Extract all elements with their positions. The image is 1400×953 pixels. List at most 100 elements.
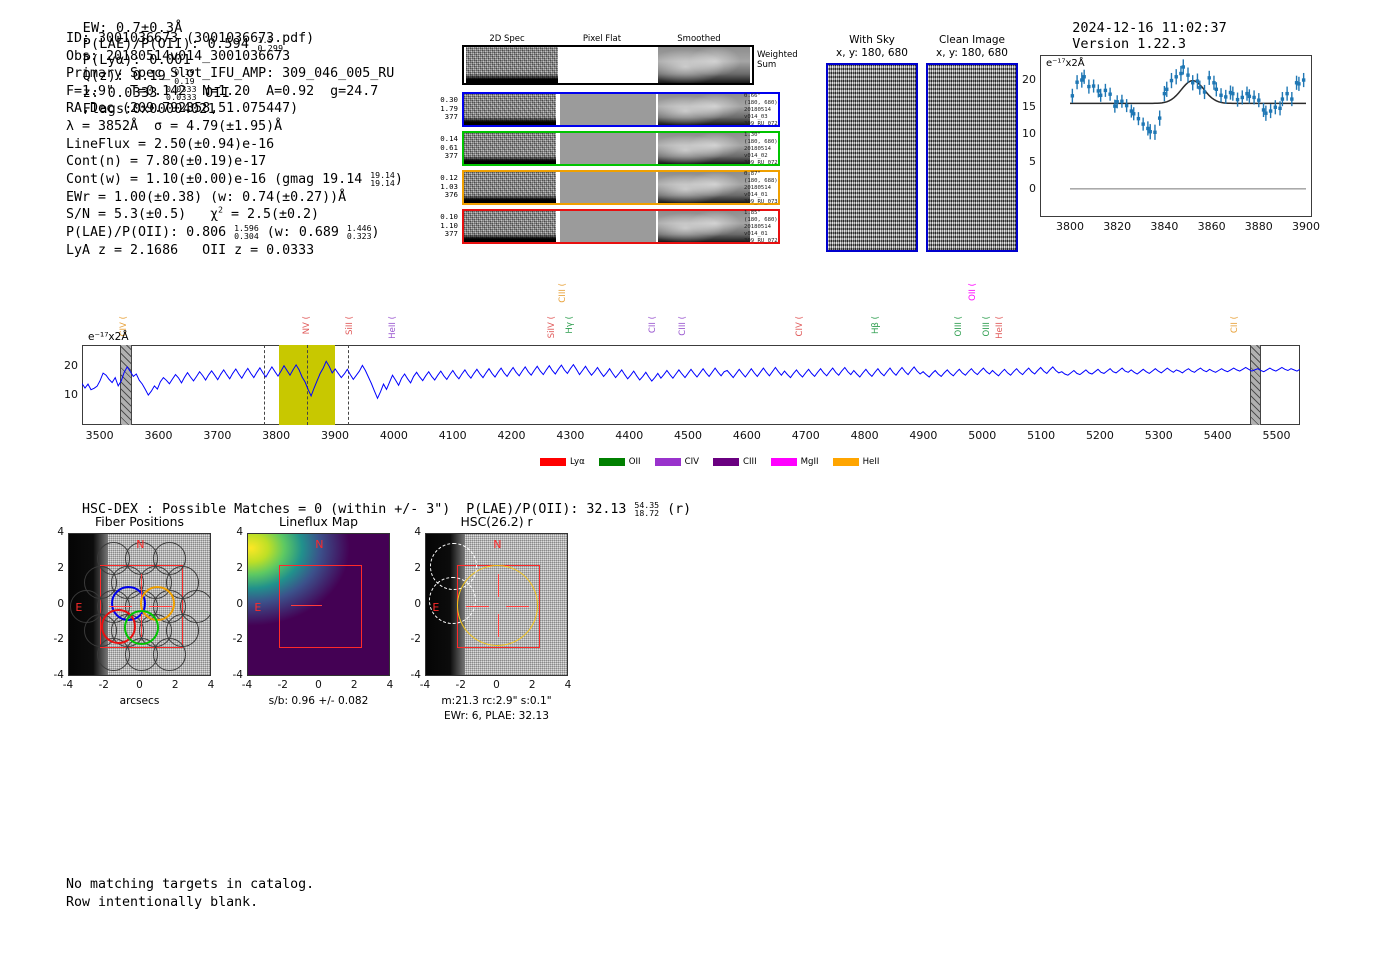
legend-swatch bbox=[770, 457, 797, 466]
linefit-ytick: 10 bbox=[1022, 127, 1036, 141]
fiber-row-panel[interactable] bbox=[462, 131, 780, 166]
spectrum-emission-line-label: CIV ( bbox=[794, 316, 805, 337]
info-plae-weighted-errors: 1.446 0.323 bbox=[346, 222, 372, 241]
fiber-left-label: 377 bbox=[444, 229, 458, 239]
crosshair-tick bbox=[109, 605, 132, 607]
legend-swatch bbox=[598, 457, 625, 466]
header-flags: Flags:0x00004021 bbox=[82, 101, 216, 118]
fiber-2dspec-image bbox=[464, 133, 556, 164]
spectrum-masked-band bbox=[120, 345, 133, 425]
hsc-summary-text: HSC-DEX : Possible Matches = 0 (within +… bbox=[82, 502, 627, 518]
cutout-title: Clean Image bbox=[938, 34, 1006, 46]
legend-label: CIV bbox=[684, 456, 700, 467]
panel-ytick: -4 bbox=[410, 669, 421, 681]
detection-info-block: ID: 3001036673 (3001036673.pdf) Obs: 201… bbox=[66, 30, 403, 259]
fiber-row-panel[interactable] bbox=[462, 209, 780, 244]
timestamp: 2024-12-16 11:02:37 bbox=[1072, 20, 1227, 36]
spectrum-emission-line-label: SiIV ( bbox=[546, 316, 557, 339]
spectrum-xtick: 5200 bbox=[1085, 429, 1114, 442]
catalog-source-circle bbox=[428, 576, 477, 625]
info-lineflux: LineFlux = 2.50(±0.94)e-16 bbox=[66, 136, 275, 152]
fiber-circle[interactable] bbox=[152, 638, 186, 672]
image-panel-title: Lineflux Map bbox=[279, 514, 358, 529]
header-z: z: 0.0333 bbox=[82, 85, 158, 102]
full-spectrum-chart: e⁻¹⁷x2Å bbox=[82, 331, 1300, 425]
spectrum-xtick: 4300 bbox=[556, 429, 585, 442]
panel-ytick: 2 bbox=[414, 561, 421, 574]
spectrum-emission-line-label: CIII ( bbox=[558, 283, 569, 303]
fiber-right-label: v014_02 bbox=[744, 153, 768, 160]
header-qz: Q(z): 0.19 bbox=[82, 68, 166, 85]
spectrum-emission-line-label: CIII ( bbox=[678, 316, 689, 336]
spectrum-xtick: 4900 bbox=[909, 429, 938, 442]
spectrum-xtick: 4000 bbox=[379, 429, 408, 442]
panel-xtick: 4 bbox=[207, 679, 215, 691]
linefit-ytick: 5 bbox=[1029, 154, 1036, 168]
weighted-sum-label: Weighted Sum bbox=[757, 50, 798, 70]
panel-ytick: 0 bbox=[414, 597, 421, 610]
header-plae-errors: 1.5 0.299 bbox=[257, 35, 284, 54]
panel-ytick: -2 bbox=[53, 633, 64, 646]
spectrum-emission-line-label: OIII ( bbox=[981, 316, 992, 337]
spectrum-emission-line-label: HeII ( bbox=[387, 316, 398, 339]
column-header-smoothed: Smoothed bbox=[677, 34, 721, 44]
fiber-right-label: 309_RU_073 bbox=[744, 199, 778, 206]
fiber-left-label: 376 bbox=[444, 190, 458, 200]
legend-swatch bbox=[540, 457, 566, 466]
fiber-right-label: 0.87" bbox=[744, 171, 761, 177]
fiber-row-left-labels: 0.14 0.61 377 bbox=[426, 134, 458, 161]
fiber-right-label: 20180514 bbox=[744, 146, 771, 153]
fiber-right-label: 309_RU_072 bbox=[744, 121, 778, 128]
legend-label: Lyα bbox=[570, 456, 585, 467]
cutout-image[interactable] bbox=[926, 63, 1018, 252]
linefit-xtick: 3860 bbox=[1197, 220, 1226, 233]
spectrum-emission-line-label: CII ( bbox=[647, 316, 658, 334]
spectrum-emission-line-label: OIII ( bbox=[953, 316, 964, 337]
fiber-row-left-labels: 0.12 1.03 376 bbox=[426, 173, 458, 200]
highlighted-fiber-circle[interactable] bbox=[124, 610, 160, 646]
spectrum-xtick: 4600 bbox=[732, 429, 761, 442]
spectrum-marker-line bbox=[264, 345, 266, 425]
spectrum-xtick: 5000 bbox=[968, 429, 997, 442]
image-panel-title: Fiber Positions bbox=[95, 514, 184, 529]
header-z-species: OII bbox=[205, 85, 231, 102]
panel-xlabel: arcsecs bbox=[119, 695, 160, 707]
fiber-row-panel[interactable] bbox=[462, 170, 780, 205]
column-header-pixelflat: Pixel Flat bbox=[582, 34, 622, 44]
fiber-left-label: 0.30 bbox=[440, 95, 458, 104]
cutout-image[interactable] bbox=[826, 63, 918, 252]
fiber-left-label: 1.79 bbox=[440, 103, 458, 113]
fiber-pixelflat-image bbox=[560, 94, 656, 125]
legend-swatch bbox=[713, 457, 740, 466]
spectrum-emission-line-label: CII ( bbox=[1230, 316, 1241, 334]
fiber-left-label: 0.12 bbox=[440, 173, 458, 182]
spectrum-ytick: 10 bbox=[64, 388, 78, 402]
info-redshifts: LyA z = 2.1686 OII z = 0.0333 bbox=[66, 242, 315, 258]
footer-line-1: No matching targets in catalog. bbox=[66, 877, 315, 892]
fiber-smoothed-image bbox=[658, 133, 750, 164]
legend-label: CIII bbox=[743, 456, 757, 467]
spectrum-xtick: 5500 bbox=[1262, 429, 1291, 442]
fiber-smoothed-image bbox=[658, 94, 750, 125]
info-plae-poii: P(LAE)/P(OII): 0.806 1.596 0.304 (w: 0.68… bbox=[66, 222, 380, 241]
fiber-left-label: 0.14 bbox=[440, 134, 458, 143]
panel-xtick: 4 bbox=[386, 679, 394, 691]
hsc-summary-line: HSC-DEX : Possible Matches = 0 (within +… bbox=[66, 486, 691, 517]
fiber-row-right-labels: 0.87" (180, 688) 20180514 v014_01 309_RU_073 bbox=[744, 171, 804, 206]
panel-xtick: -4 bbox=[419, 679, 431, 691]
spectrum-emission-line-label: SiII ( bbox=[345, 316, 356, 335]
fiber-right-label: 309_RU_072 bbox=[744, 238, 778, 245]
header-plya: P(Lyα): 0.001 bbox=[82, 52, 191, 69]
panel-xtick: 4 bbox=[564, 679, 572, 691]
fiber-row-panel[interactable] bbox=[462, 92, 780, 127]
cutout-title: With Sky bbox=[849, 34, 895, 46]
panel-xtick: 0 bbox=[315, 679, 322, 691]
panel-ytick: 2 bbox=[57, 561, 64, 574]
header-summary-line: EW: 0.7±0.3Å P(LAE)/P(OII): 0.594 1.5 0.2… bbox=[66, 4, 300, 117]
linefit-ytick: 0 bbox=[1029, 181, 1036, 195]
linefit-xtick: 3820 bbox=[1103, 220, 1132, 233]
info-continuum-wide: Cont(w) = 1.10(±0.00)e-16 (gmag 19.14 19… bbox=[66, 169, 403, 188]
